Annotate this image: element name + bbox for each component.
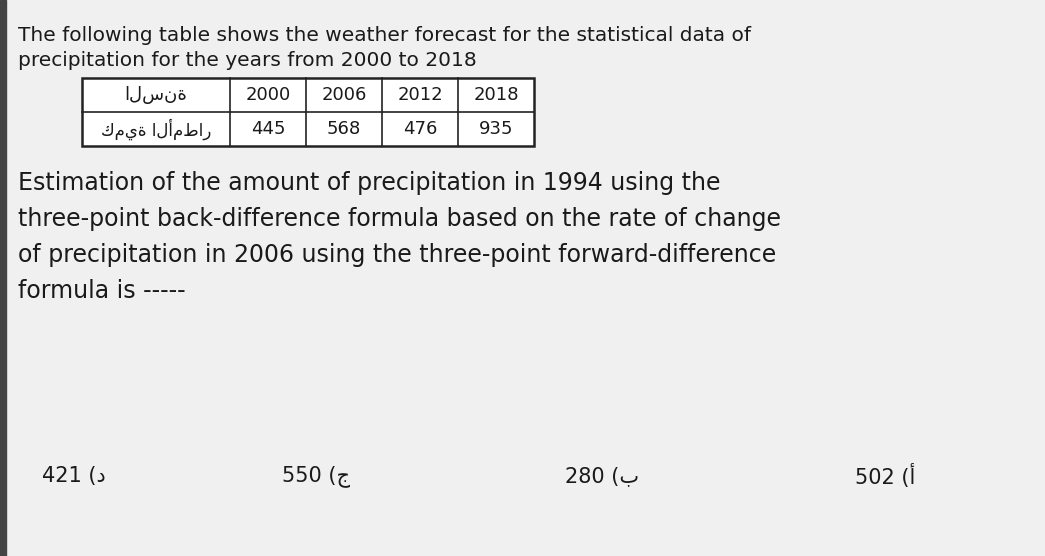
Text: 476: 476: [402, 120, 437, 138]
Text: 445: 445: [251, 120, 285, 138]
Text: 2000: 2000: [246, 86, 291, 104]
Text: 2018: 2018: [473, 86, 518, 104]
Bar: [0, 0, 6, 556]
Text: السنة: السنة: [124, 86, 187, 104]
Text: كمية الأمطار: كمية الأمطار: [100, 118, 211, 140]
Text: 502 (أ: 502 (أ: [855, 464, 915, 488]
Text: Estimation of the amount of precipitation in 1994 using the: Estimation of the amount of precipitatio…: [18, 171, 720, 195]
Text: 935: 935: [479, 120, 513, 138]
Text: 421 (د: 421 (د: [42, 466, 106, 486]
Text: The following table shows the weather forecast for the statistical data of: The following table shows the weather fo…: [18, 26, 751, 45]
Text: three-point back-difference formula based on the rate of change: three-point back-difference formula base…: [18, 207, 781, 231]
Text: formula is -----: formula is -----: [18, 279, 186, 303]
Bar: [82, 78, 534, 146]
Text: precipitation for the years from 2000 to 2018: precipitation for the years from 2000 to…: [18, 51, 477, 70]
Text: of precipitation in 2006 using the three-point forward-difference: of precipitation in 2006 using the three…: [18, 243, 776, 267]
Text: 568: 568: [327, 120, 362, 138]
Text: 550 (ج: 550 (ج: [282, 465, 350, 487]
Text: 2012: 2012: [397, 86, 443, 104]
Text: 2006: 2006: [321, 86, 367, 104]
Text: 280 (ب: 280 (ب: [565, 466, 640, 486]
